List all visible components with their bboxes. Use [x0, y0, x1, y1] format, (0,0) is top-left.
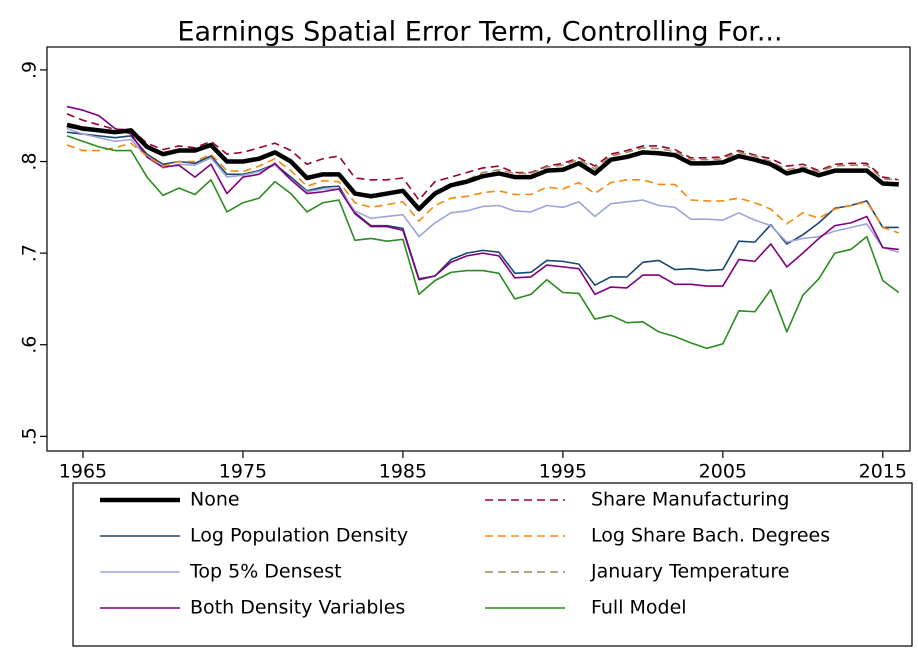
series-line — [66, 142, 900, 234]
y-tick-label: .8 — [19, 152, 41, 170]
series-line — [66, 131, 899, 286]
legend-label: January Temperature — [590, 561, 789, 583]
y-tick-label: .6 — [19, 336, 41, 354]
x-tick-label: 1965 — [59, 461, 107, 483]
series-line — [66, 127, 900, 253]
x-tick-label: 2015 — [859, 461, 907, 483]
legend-label: Full Model — [591, 597, 687, 619]
legend-label: Share Manufacturing — [591, 489, 789, 511]
y-tick-label: .5 — [19, 427, 41, 445]
x-tick-label: 1995 — [539, 461, 587, 483]
y-tick-label: .9 — [19, 61, 41, 79]
legend-label: Log Population Density — [190, 525, 408, 547]
legend-label: Both Density Variables — [190, 597, 405, 619]
x-tick-label: 1975 — [219, 461, 267, 483]
series-line — [66, 113, 899, 201]
series-line — [66, 135, 900, 350]
series-line — [66, 122, 899, 212]
legend-label: None — [190, 489, 240, 511]
legend-box — [72, 482, 913, 647]
x-tick-label: 2005 — [699, 461, 747, 483]
chart-title: Earnings Spatial Error Term, Controlling… — [177, 17, 782, 48]
plot-frame — [46, 46, 911, 452]
legend-label: Log Share Bach. Degrees — [591, 525, 830, 547]
y-tick-label: .7 — [19, 244, 41, 262]
series-line — [66, 105, 899, 296]
x-tick-label: 1985 — [379, 461, 427, 483]
legend-label: Top 5% Densest — [189, 561, 342, 583]
